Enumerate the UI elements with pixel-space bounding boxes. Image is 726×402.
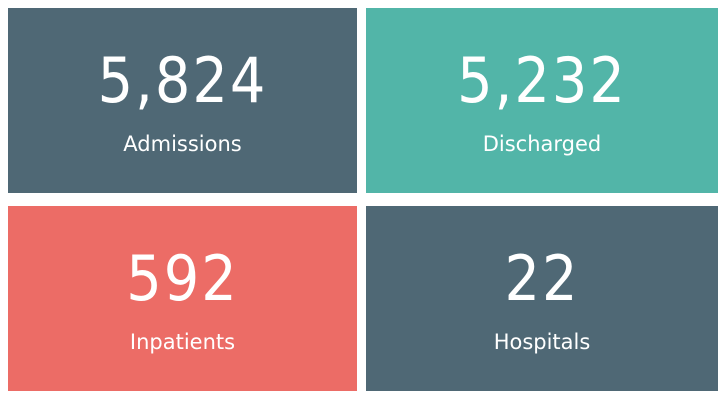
- kpi-value: 22: [504, 242, 580, 315]
- kpi-card-inpatients: 592 Inpatients: [8, 206, 357, 391]
- kpi-label: Hospitals: [493, 330, 591, 354]
- kpi-label: Discharged: [482, 132, 602, 156]
- kpi-label: Admissions: [123, 132, 242, 156]
- kpi-value: 5,824: [97, 44, 268, 117]
- kpi-card-hospitals: 22 Hospitals: [366, 206, 718, 391]
- kpi-card-admissions: 5,824 Admissions: [8, 8, 357, 193]
- kpi-label: Inpatients: [129, 330, 236, 354]
- kpi-value: 5,232: [457, 44, 627, 117]
- kpi-card-discharged: 5,232 Discharged: [366, 8, 718, 193]
- kpi-value: 592: [126, 242, 239, 315]
